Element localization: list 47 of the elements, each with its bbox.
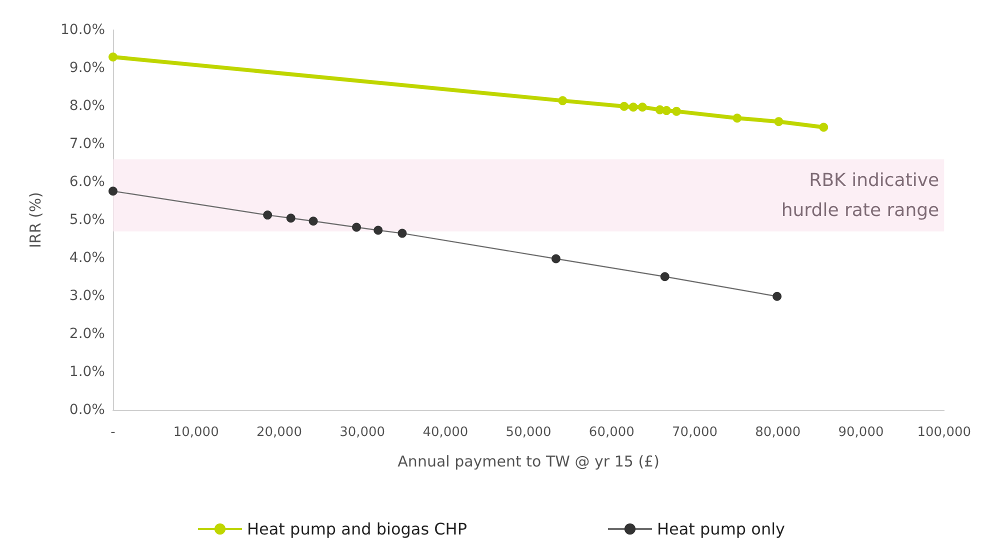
point: [352, 222, 362, 232]
x-tick-label: 90,000: [838, 425, 884, 440]
point: [308, 216, 318, 226]
x-tick-label: 80,000: [755, 425, 801, 440]
point: [662, 106, 672, 116]
point: [672, 106, 681, 116]
y-axis-title: IRR (%): [26, 192, 44, 248]
point: [638, 102, 647, 112]
x-tick-label: 70,000: [672, 425, 718, 440]
point: [620, 102, 629, 111]
y-tick-label: 8.0%: [69, 98, 105, 114]
point: [398, 228, 407, 238]
point: [772, 292, 782, 301]
x-tick-label: 100,000: [917, 425, 972, 440]
x-tick-label: -: [110, 425, 116, 440]
x-tick-label: 20,000: [256, 425, 302, 440]
y-tick-label: 2.0%: [69, 326, 105, 342]
x-axis-title: Annual payment to TW @ yr 15 (£): [398, 452, 660, 470]
point: [108, 52, 118, 62]
point: [660, 272, 670, 282]
x-tick-label: 50,000: [506, 425, 552, 440]
x-tick-label: 60,000: [588, 425, 634, 440]
point: [732, 114, 742, 123]
point: [551, 254, 560, 264]
legend-label: Heat pump only: [656, 520, 785, 538]
point: [286, 214, 296, 223]
y-tick-label: 9.0%: [69, 60, 105, 76]
point: [374, 226, 383, 235]
point: [558, 96, 568, 106]
y-tick-label: 1.0%: [69, 364, 105, 380]
x-tick-label: 30,000: [340, 425, 386, 440]
point: [628, 102, 638, 112]
point: [774, 117, 784, 126]
point: [819, 122, 828, 132]
band-label: RBK indicative hurdle rate range: [781, 170, 940, 221]
point: [263, 210, 272, 220]
y-tick-label: 4.0%: [69, 250, 105, 266]
y-tick-label: 6.0%: [69, 174, 105, 190]
y-tick-label: 10.0%: [60, 22, 105, 38]
y-tick-label: 5.0%: [69, 212, 105, 228]
legend-label: Heat pump and biogas CHP: [247, 520, 468, 538]
y-tick-label: 7.0%: [69, 136, 105, 152]
x-tick-label: 10,000: [173, 425, 219, 440]
point: [108, 186, 118, 196]
y-tick-label: 3.0%: [69, 288, 105, 304]
x-tick-label: 40,000: [422, 425, 468, 440]
y-tick-label: 0.0%: [69, 402, 105, 418]
